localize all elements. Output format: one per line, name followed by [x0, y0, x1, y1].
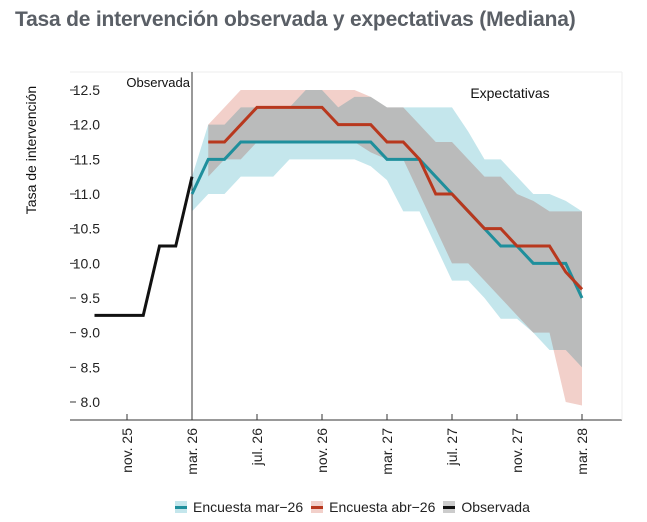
x-tick-label: nov. 25 — [119, 428, 135, 473]
observed-annotation: Observada — [126, 75, 190, 90]
y-tick-label: 8.5 — [81, 359, 101, 375]
x-tick-label: jul. 26 — [249, 428, 265, 467]
legend-swatch-abr26 — [311, 501, 324, 513]
y-axis-label: Tasa de intervención — [23, 86, 39, 214]
y-tick-label: 12.5 — [73, 82, 100, 98]
x-tick-label: nov. 27 — [509, 428, 525, 473]
y-tick-label: 9.5 — [81, 290, 101, 306]
x-tick-label: mar. 26 — [184, 428, 200, 475]
legend-swatch-observada — [443, 501, 456, 513]
y-tick-label: 12.0 — [73, 117, 100, 133]
line-series-1 — [208, 105, 584, 291]
legend-label-abr26: Encuesta abr−26 — [329, 499, 436, 515]
band-series-0 — [192, 90, 582, 368]
expectations-annotation: Expectativas — [470, 85, 549, 101]
legend-label-mar26: Encuesta mar−26 — [193, 499, 304, 515]
bands — [192, 90, 582, 406]
y-tick-label: 8.0 — [81, 394, 101, 410]
x-tick-label: jul. 27 — [444, 428, 460, 467]
legend: Encuesta mar−26 Encuesta abr−26 Observad… — [175, 499, 530, 515]
x-tick-label: mar. 27 — [379, 428, 395, 475]
y-tick-label: 11.5 — [74, 151, 100, 167]
band-series-1 — [208, 90, 582, 406]
legend-label-observada: Observada — [461, 499, 530, 515]
y-tick-label: 10.0 — [73, 255, 100, 271]
chart-title: Tasa de intervención observada y expecta… — [15, 8, 576, 31]
x-tick-label: mar. 28 — [574, 428, 590, 475]
y-tick-label: 11.0 — [74, 186, 100, 202]
legend-swatch-mar26 — [175, 501, 187, 513]
x-tick-label: nov. 26 — [314, 428, 330, 473]
line-series-2 — [94, 176, 194, 317]
y-tick-label: 10.5 — [73, 221, 100, 237]
y-tick-label: 9.0 — [81, 325, 101, 341]
